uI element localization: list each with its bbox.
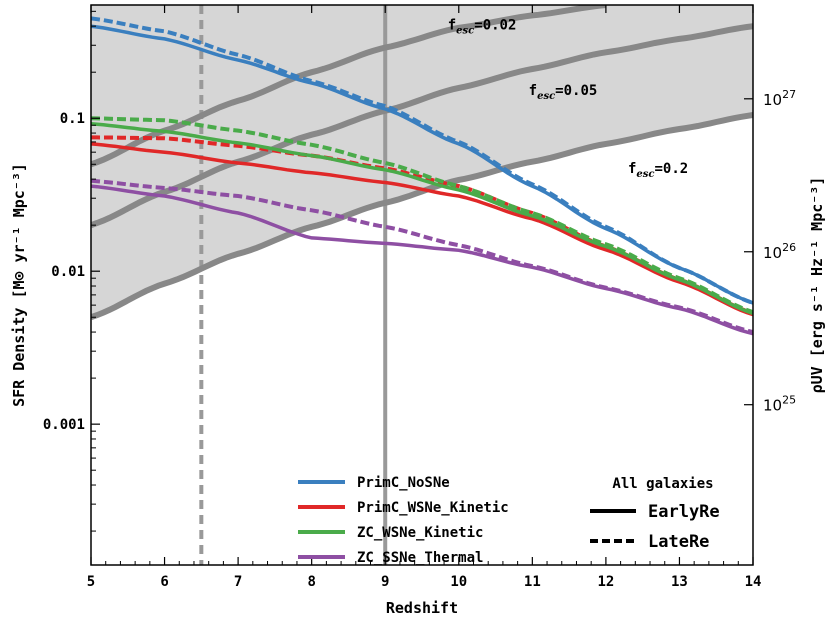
- y-axis-label: SFR Density [M⊙ yr⁻¹ Mpc⁻³]: [10, 163, 28, 407]
- x-axis-label: Redshift: [386, 599, 458, 617]
- legend: PrimC_NoSNe PrimC_WSNe_Kinetic ZC_WSNe_Kin…: [298, 475, 720, 566]
- legend-label-ZC_WSNe_Kinetic: ZC_WSNe_Kinetic: [357, 525, 483, 541]
- y-tick-label: 0.01: [51, 264, 85, 280]
- fesc-curve-2: [91, 112, 753, 321]
- legend-label-PrimC_WSNe_Kinetic: PrimC_WSNe_Kinetic: [357, 500, 509, 516]
- y-tick-label: 0.1: [60, 111, 85, 127]
- x-tick-label: 12: [597, 574, 614, 590]
- legend-latere-label: LateRe: [648, 532, 709, 552]
- shaded-region: [91, 5, 753, 318]
- legend-header: All galaxies: [612, 476, 713, 492]
- y-axis-right-label: ρUV [erg s⁻¹ Hz⁻¹ Mpc⁻³]: [808, 177, 826, 394]
- y-right-tick-label: 1027: [763, 88, 796, 109]
- x-tick-label: 7: [234, 574, 242, 590]
- fesc-curve-0: [91, 5, 607, 168]
- x-tick-label: 10: [450, 574, 467, 590]
- fesc-label-0: fesc=0.02: [448, 18, 517, 37]
- y-tick-label: 0.001: [43, 417, 85, 433]
- legend-earlyre-label: EarlyRe: [648, 502, 720, 522]
- x-tick-label: 14: [745, 574, 762, 590]
- x-tick-label: 13: [671, 574, 688, 590]
- series-PrimC_WSNe_Kinetic-earlyre: [91, 142, 753, 317]
- series-PrimC_WSNe_Kinetic-latere: [91, 135, 753, 316]
- series-PrimC_NoSNe-earlyre: [91, 24, 753, 305]
- legend-label-ZC_SSNe_Thermal: ZC_SSNe_Thermal: [357, 550, 483, 566]
- series-ZC_WSNe_Kinetic-earlyre: [91, 122, 753, 316]
- y-right-tick-label: 1026: [763, 241, 796, 262]
- y-right-tick-label: 1025: [763, 394, 796, 415]
- x-tick-label: 8: [307, 574, 315, 590]
- x-tick-label: 11: [524, 574, 541, 590]
- fesc-curve-1: [91, 23, 753, 229]
- fesc-label-2: fesc=0.2: [628, 161, 688, 180]
- x-tick-label: 9: [381, 574, 389, 590]
- fesc-label-1: fesc=0.05: [529, 83, 598, 102]
- plot-frame: [90, 4, 754, 566]
- x-tick-label: 5: [87, 574, 95, 590]
- series-ZC_SSNe_Thermal-earlyre: [91, 184, 753, 336]
- x-tick-label: 6: [160, 574, 168, 590]
- legend-label-PrimC_NoSNe: PrimC_NoSNe: [357, 475, 450, 491]
